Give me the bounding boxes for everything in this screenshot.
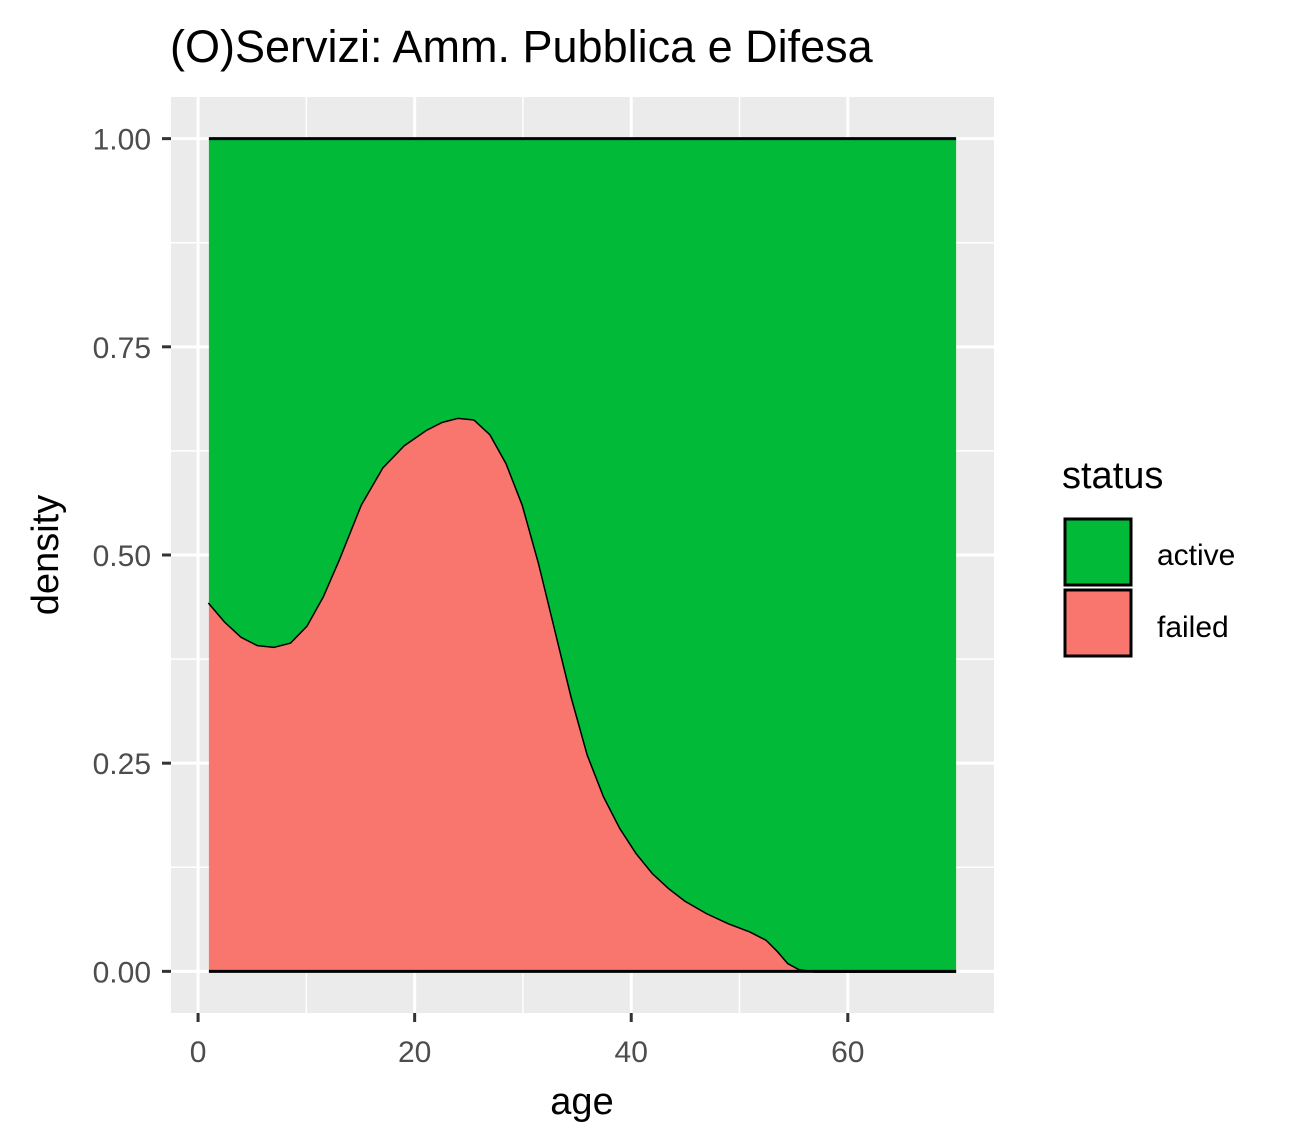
y-tick-label: 0.50 — [93, 540, 151, 573]
chart-title: (O)Servizi: Amm. Pubblica e Difesa — [170, 21, 874, 72]
y-tick-label: 0.00 — [93, 956, 151, 989]
legend-key-failed — [1063, 588, 1133, 658]
x-tick-label: 0 — [190, 1036, 207, 1069]
legend: status active failed — [1062, 455, 1235, 658]
area-active — [208, 138, 957, 972]
x-axis-title: age — [550, 1081, 613, 1123]
x-axis: 0 20 40 60 — [190, 1013, 864, 1069]
x-tick-label: 40 — [615, 1036, 648, 1069]
y-tick-label: 0.75 — [93, 332, 151, 365]
legend-title: status — [1062, 455, 1163, 497]
y-tick-label: 0.25 — [93, 748, 151, 781]
legend-label-failed: failed — [1157, 611, 1229, 644]
plot-areas — [207, 137, 957, 973]
y-axis-title: density — [25, 495, 67, 615]
legend-label-active: active — [1157, 539, 1235, 572]
y-tick-label: 1.00 — [93, 124, 151, 157]
legend-key-active — [1063, 517, 1133, 587]
x-tick-label: 20 — [398, 1036, 431, 1069]
x-tick-label: 60 — [831, 1036, 864, 1069]
area-failed — [208, 417, 957, 972]
y-axis: 0.00 0.25 0.50 0.75 1.00 — [93, 124, 171, 989]
